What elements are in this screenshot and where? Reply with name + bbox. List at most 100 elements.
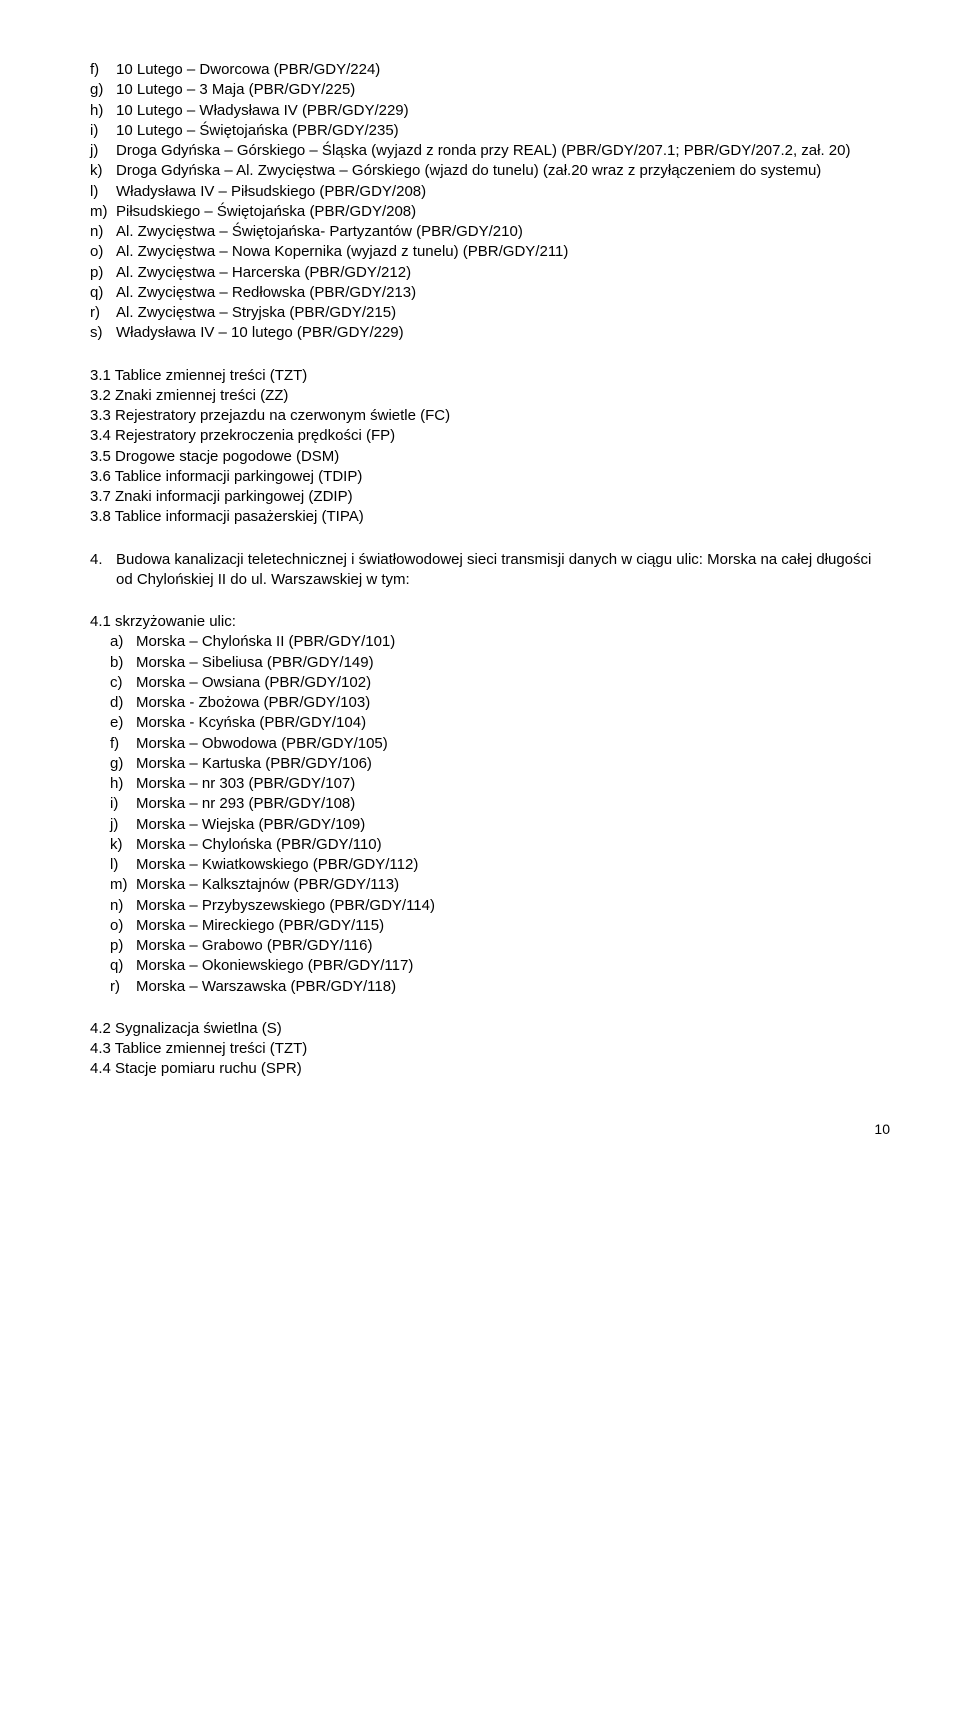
- list-item: h)Morska – nr 303 (PBR/GDY/107): [90, 774, 890, 794]
- list-text: Morska – Grabowo (PBR/GDY/116): [136, 936, 890, 956]
- list-marker: k): [90, 161, 116, 181]
- list-item: 3.5 Drogowe stacje pogodowe (DSM): [90, 447, 890, 467]
- list-marker: j): [90, 815, 136, 835]
- list-item: o)Al. Zwycięstwa – Nowa Kopernika (wyjaz…: [90, 242, 890, 262]
- list-text: Morska – Chylońska II (PBR/GDY/101): [136, 632, 890, 652]
- list-marker: l): [90, 855, 136, 875]
- list-item: 4.4 Stacje pomiaru ruchu (SPR): [90, 1059, 890, 1079]
- list-marker: n): [90, 222, 116, 242]
- list-item: m)Piłsudskiego – Świętojańska (PBR/GDY/2…: [90, 202, 890, 222]
- list-item: j)Droga Gdyńska – Górskiego – Śląska (wy…: [90, 141, 890, 161]
- list-text: Morska – Chylońska (PBR/GDY/110): [136, 835, 890, 855]
- list-text: Morska – nr 303 (PBR/GDY/107): [136, 774, 890, 794]
- list-text: 10 Lutego – Świętojańska (PBR/GDY/235): [116, 121, 890, 141]
- list-marker: q): [90, 956, 136, 976]
- list-item: 3.2 Znaki zmiennej treści (ZZ): [90, 386, 890, 406]
- list-text: Morska - Zbożowa (PBR/GDY/103): [136, 693, 890, 713]
- list-marker: o): [90, 242, 116, 262]
- list-marker: i): [90, 794, 136, 814]
- list-text: Morska – Kartuska (PBR/GDY/106): [136, 754, 890, 774]
- list-text: Morska – Kalksztajnów (PBR/GDY/113): [136, 875, 890, 895]
- list-item: k)Droga Gdyńska – Al. Zwycięstwa – Górsk…: [90, 161, 890, 181]
- list-marker: d): [90, 693, 136, 713]
- list-text: Morska – Mireckiego (PBR/GDY/115): [136, 916, 890, 936]
- list-item: a)Morska – Chylońska II (PBR/GDY/101): [90, 632, 890, 652]
- list-marker: o): [90, 916, 136, 936]
- list-item: j)Morska – Wiejska (PBR/GDY/109): [90, 815, 890, 835]
- list-text: Morska – Okoniewskiego (PBR/GDY/117): [136, 956, 890, 976]
- list-marker: r): [90, 303, 116, 323]
- list-item: b)Morska – Sibeliusa (PBR/GDY/149): [90, 653, 890, 673]
- list-item: p)Morska – Grabowo (PBR/GDY/116): [90, 936, 890, 956]
- section-3-list: 3.1 Tablice zmiennej treści (TZT)3.2 Zna…: [90, 366, 890, 528]
- list-item: 3.4 Rejestratory przekroczenia prędkości…: [90, 426, 890, 446]
- list-item: l)Morska – Kwiatkowskiego (PBR/GDY/112): [90, 855, 890, 875]
- list-marker: k): [90, 835, 136, 855]
- list-marker: m): [90, 202, 116, 222]
- list-marker: h): [90, 774, 136, 794]
- list-marker: s): [90, 323, 116, 343]
- list-text: Al. Zwycięstwa – Redłowska (PBR/GDY/213): [116, 283, 890, 303]
- list-marker: r): [90, 977, 136, 997]
- list-marker: c): [90, 673, 136, 693]
- list-text: Morska – Obwodowa (PBR/GDY/105): [136, 734, 890, 754]
- section-4: 4. Budowa kanalizacji teletechnicznej i …: [90, 550, 890, 591]
- list-item: g)10 Lutego – 3 Maja (PBR/GDY/225): [90, 80, 890, 100]
- list-marker: p): [90, 263, 116, 283]
- page-number: 10: [90, 1120, 890, 1139]
- list-text: Morska – Warszawska (PBR/GDY/118): [136, 977, 890, 997]
- list-text: Droga Gdyńska – Górskiego – Śląska (wyja…: [116, 141, 890, 161]
- list-item: 4.3 Tablice zmiennej treści (TZT): [90, 1039, 890, 1059]
- list-item: r)Morska – Warszawska (PBR/GDY/118): [90, 977, 890, 997]
- list-text: 10 Lutego – 3 Maja (PBR/GDY/225): [116, 80, 890, 100]
- section-4-1-header: 4.1 skrzyżowanie ulic:: [90, 612, 890, 632]
- list-item: c)Morska – Owsiana (PBR/GDY/102): [90, 673, 890, 693]
- list-item: g)Morska – Kartuska (PBR/GDY/106): [90, 754, 890, 774]
- list-item: 3.3 Rejestratory przejazdu na czerwonym …: [90, 406, 890, 426]
- list-item: f)Morska – Obwodowa (PBR/GDY/105): [90, 734, 890, 754]
- list-marker: g): [90, 80, 116, 100]
- list-text: Morska – nr 293 (PBR/GDY/108): [136, 794, 890, 814]
- list-marker: f): [90, 60, 116, 80]
- list-item: f)10 Lutego – Dworcowa (PBR/GDY/224): [90, 60, 890, 80]
- list-item: 3.1 Tablice zmiennej treści (TZT): [90, 366, 890, 386]
- list-marker: p): [90, 936, 136, 956]
- section-4-text: Budowa kanalizacji teletechnicznej i świ…: [116, 550, 890, 591]
- list-item: n)Morska – Przybyszewskiego (PBR/GDY/114…: [90, 896, 890, 916]
- list-text: Władysława IV – Piłsudskiego (PBR/GDY/20…: [116, 182, 890, 202]
- section-4-1: 4.1 skrzyżowanie ulic: a)Morska – Chyloń…: [90, 612, 890, 997]
- list-text: Morska – Sibeliusa (PBR/GDY/149): [136, 653, 890, 673]
- list-text: Morska – Kwiatkowskiego (PBR/GDY/112): [136, 855, 890, 875]
- list-item: r)Al. Zwycięstwa – Stryjska (PBR/GDY/215…: [90, 303, 890, 323]
- list-text: Piłsudskiego – Świętojańska (PBR/GDY/208…: [116, 202, 890, 222]
- list-item: p)Al. Zwycięstwa – Harcerska (PBR/GDY/21…: [90, 263, 890, 283]
- list-text: Al. Zwycięstwa – Harcerska (PBR/GDY/212): [116, 263, 890, 283]
- list-text: Morska – Owsiana (PBR/GDY/102): [136, 673, 890, 693]
- list-item: h)10 Lutego – Władysława IV (PBR/GDY/229…: [90, 101, 890, 121]
- list-item: k)Morska – Chylońska (PBR/GDY/110): [90, 835, 890, 855]
- list-text: Al. Zwycięstwa – Stryjska (PBR/GDY/215): [116, 303, 890, 323]
- list-item: m)Morska – Kalksztajnów (PBR/GDY/113): [90, 875, 890, 895]
- list-text: Droga Gdyńska – Al. Zwycięstwa – Górskie…: [116, 161, 890, 181]
- list-item: o)Morska – Mireckiego (PBR/GDY/115): [90, 916, 890, 936]
- list-marker: i): [90, 121, 116, 141]
- list-text: Władysława IV – 10 lutego (PBR/GDY/229): [116, 323, 890, 343]
- list-marker: b): [90, 653, 136, 673]
- list-marker: a): [90, 632, 136, 652]
- list-marker: f): [90, 734, 136, 754]
- list-item: 3.8 Tablice informacji pasażerskiej (TIP…: [90, 507, 890, 527]
- list-item: s)Władysława IV – 10 lutego (PBR/GDY/229…: [90, 323, 890, 343]
- list-item: 3.6 Tablice informacji parkingowej (TDIP…: [90, 467, 890, 487]
- list-marker: g): [90, 754, 136, 774]
- list-text: 10 Lutego – Dworcowa (PBR/GDY/224): [116, 60, 890, 80]
- list-item: 3.7 Znaki informacji parkingowej (ZDIP): [90, 487, 890, 507]
- list-text: Morska – Wiejska (PBR/GDY/109): [136, 815, 890, 835]
- list-item: l)Władysława IV – Piłsudskiego (PBR/GDY/…: [90, 182, 890, 202]
- list-item: e)Morska - Kcyńska (PBR/GDY/104): [90, 713, 890, 733]
- list-marker: q): [90, 283, 116, 303]
- section-4-marker: 4.: [90, 550, 116, 591]
- list-text: Morska – Przybyszewskiego (PBR/GDY/114): [136, 896, 890, 916]
- list-marker: h): [90, 101, 116, 121]
- list-item: n)Al. Zwycięstwa – Świętojańska- Partyza…: [90, 222, 890, 242]
- list-marker: m): [90, 875, 136, 895]
